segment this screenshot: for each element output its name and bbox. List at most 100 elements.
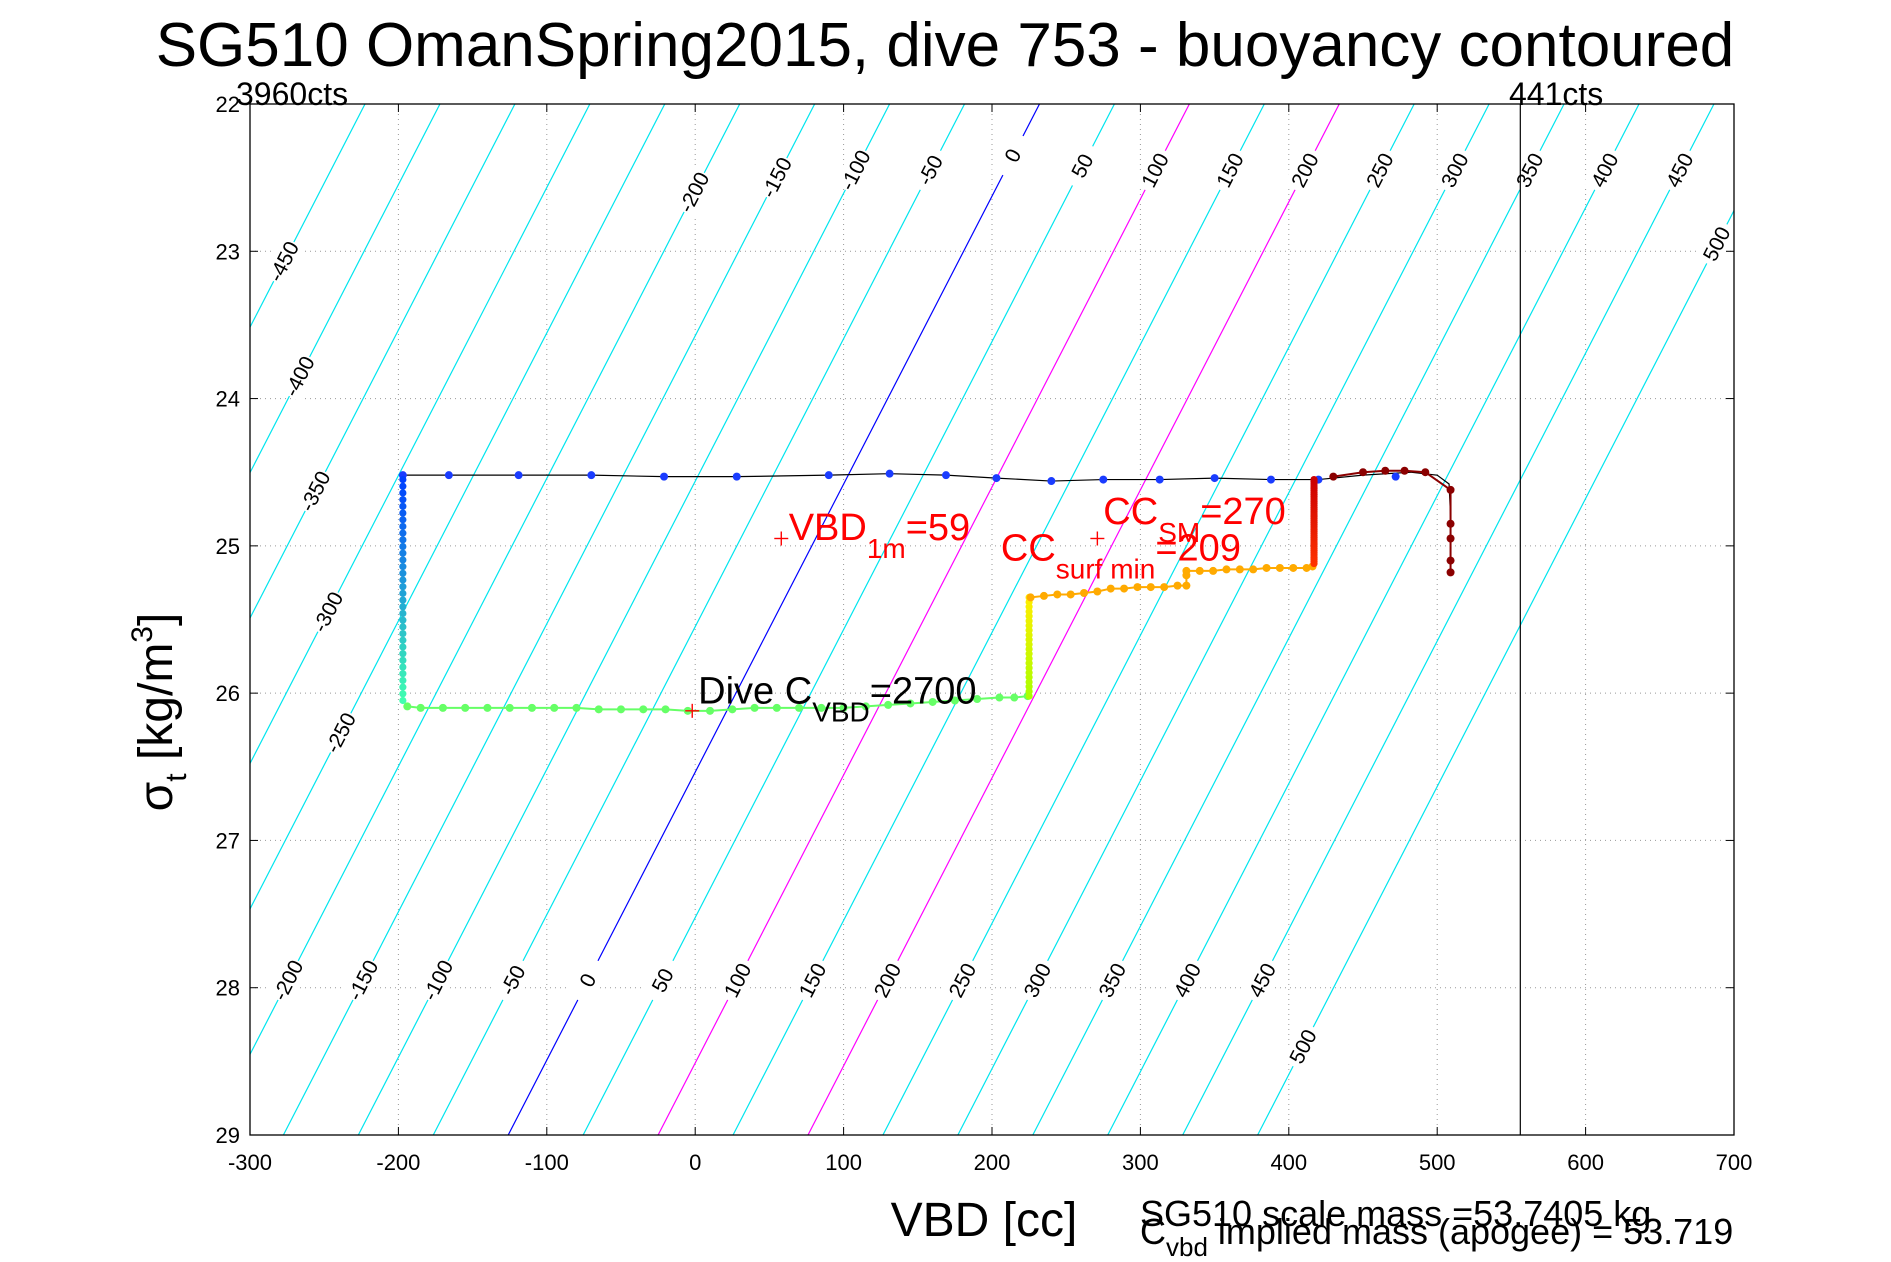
data-point bbox=[399, 663, 407, 671]
footer-c-sub: vbd bbox=[1166, 1232, 1208, 1262]
data-point bbox=[587, 471, 596, 480]
data-point bbox=[1235, 565, 1244, 574]
x-tick-labels: -300 -200 -100 0 100 200 300 400 500 600 700 bbox=[228, 104, 1752, 1175]
data-point bbox=[1155, 475, 1164, 484]
data-point bbox=[1421, 468, 1430, 477]
contour-line--400 bbox=[250, 104, 441, 474]
data-point bbox=[824, 471, 833, 480]
y-tick-label: 26 bbox=[216, 681, 240, 706]
data-point bbox=[399, 656, 407, 664]
data-point bbox=[399, 563, 407, 571]
annotation-sub: surf min bbox=[1056, 554, 1156, 585]
data-point bbox=[1222, 565, 1231, 574]
footer-implied-mass: Cvbd implied mass (apogee) = 53.719 bbox=[1140, 1211, 1733, 1262]
contour-label-bg bbox=[1090, 954, 1135, 1006]
data-point bbox=[995, 693, 1004, 702]
plus-marker bbox=[1090, 531, 1105, 546]
data-point bbox=[992, 474, 1001, 483]
data-point bbox=[1359, 468, 1367, 477]
corner-label-right: 441cts bbox=[1509, 76, 1603, 112]
contour-label-bg bbox=[791, 954, 835, 1006]
x-tick-label: 500 bbox=[1419, 1150, 1456, 1175]
data-point bbox=[399, 536, 407, 544]
data-point bbox=[399, 636, 407, 644]
contour-label-bg bbox=[1281, 1021, 1325, 1073]
contour-line-500 bbox=[1257, 209, 1734, 1135]
y-axis-label-close: ] bbox=[130, 613, 183, 626]
annotation-vbd1m: VBD1m=59 bbox=[789, 507, 971, 564]
data-point bbox=[399, 569, 407, 577]
data-point bbox=[1066, 590, 1075, 599]
data-point bbox=[795, 703, 804, 712]
contour-label-bg bbox=[1583, 144, 1627, 196]
data-point bbox=[399, 596, 407, 604]
contour-label-bg bbox=[277, 350, 322, 402]
data-point bbox=[399, 509, 407, 517]
contour-label-bg bbox=[341, 954, 385, 1006]
series-red-vertical bbox=[1310, 475, 1318, 568]
data-point bbox=[399, 650, 407, 658]
data-point bbox=[461, 703, 470, 712]
data-point bbox=[399, 616, 407, 624]
x-tick-label: 400 bbox=[1270, 1150, 1307, 1175]
data-point bbox=[1266, 475, 1275, 484]
data-point bbox=[550, 703, 559, 712]
contour-label-bg bbox=[866, 954, 910, 1006]
data-point bbox=[399, 670, 407, 678]
contour-label-bg bbox=[1133, 144, 1177, 196]
data-point bbox=[399, 603, 407, 611]
y-tick-label: 28 bbox=[216, 976, 240, 1001]
data-point bbox=[1275, 563, 1284, 572]
annotation-main: Dive C bbox=[698, 670, 812, 712]
data-point bbox=[1391, 472, 1400, 481]
y-tick-label: 29 bbox=[216, 1123, 240, 1148]
annotation-ccsm: CCSM=270 bbox=[1103, 491, 1285, 548]
data-point bbox=[639, 705, 648, 714]
data-point bbox=[1053, 590, 1062, 599]
data-point bbox=[861, 702, 870, 711]
data-point bbox=[399, 549, 407, 557]
data-point bbox=[1195, 566, 1204, 575]
y-axis-label-rest: [kg/m bbox=[130, 643, 183, 760]
data-point bbox=[399, 475, 407, 484]
data-point bbox=[399, 522, 407, 531]
data-point bbox=[1446, 485, 1455, 494]
data-point bbox=[706, 706, 715, 715]
data-point bbox=[416, 703, 425, 712]
contour-label-bg bbox=[1283, 144, 1327, 196]
data-point bbox=[1310, 475, 1318, 484]
data-point bbox=[505, 703, 514, 712]
data-point bbox=[399, 676, 407, 685]
data-point bbox=[906, 699, 915, 708]
contour-label-bg bbox=[1695, 218, 1739, 270]
data-point bbox=[1080, 588, 1089, 597]
contour-label-bg bbox=[833, 144, 878, 196]
contour-label-bg bbox=[1015, 954, 1060, 1006]
data-point bbox=[572, 703, 581, 712]
data-point bbox=[772, 703, 781, 712]
contour-label-bg bbox=[908, 144, 953, 196]
data-point bbox=[1182, 581, 1191, 590]
contour-label-bg bbox=[262, 236, 306, 288]
annotation-divec: Dive CVBD=2700 bbox=[698, 670, 976, 727]
contour-label-bg bbox=[641, 954, 685, 1006]
data-point bbox=[399, 643, 407, 651]
x-tick-label: -300 bbox=[228, 1150, 272, 1175]
svg-text:σt [kg/m3]: σt [kg/m3] bbox=[126, 613, 193, 812]
annotation-value: =59 bbox=[906, 507, 970, 549]
series-yellow-vertical bbox=[1025, 593, 1033, 700]
y-tick-label: 27 bbox=[216, 828, 240, 853]
contour-label-bg bbox=[491, 954, 535, 1006]
contour-label-bg bbox=[1358, 144, 1402, 196]
contour-label-bg bbox=[716, 954, 760, 1006]
footer-c: C bbox=[1140, 1211, 1166, 1252]
y-tick-labels: 22 23 24 25 26 27 28 29 bbox=[216, 92, 1734, 1148]
annotation-value: =209 bbox=[1155, 528, 1241, 570]
contour-label-bg bbox=[306, 586, 350, 638]
data-point bbox=[1249, 565, 1258, 574]
contour-label-bg bbox=[755, 152, 799, 204]
contour-label-bg bbox=[940, 954, 985, 1006]
data-point bbox=[399, 683, 407, 691]
data-point bbox=[817, 703, 826, 712]
data-point bbox=[1289, 563, 1298, 572]
